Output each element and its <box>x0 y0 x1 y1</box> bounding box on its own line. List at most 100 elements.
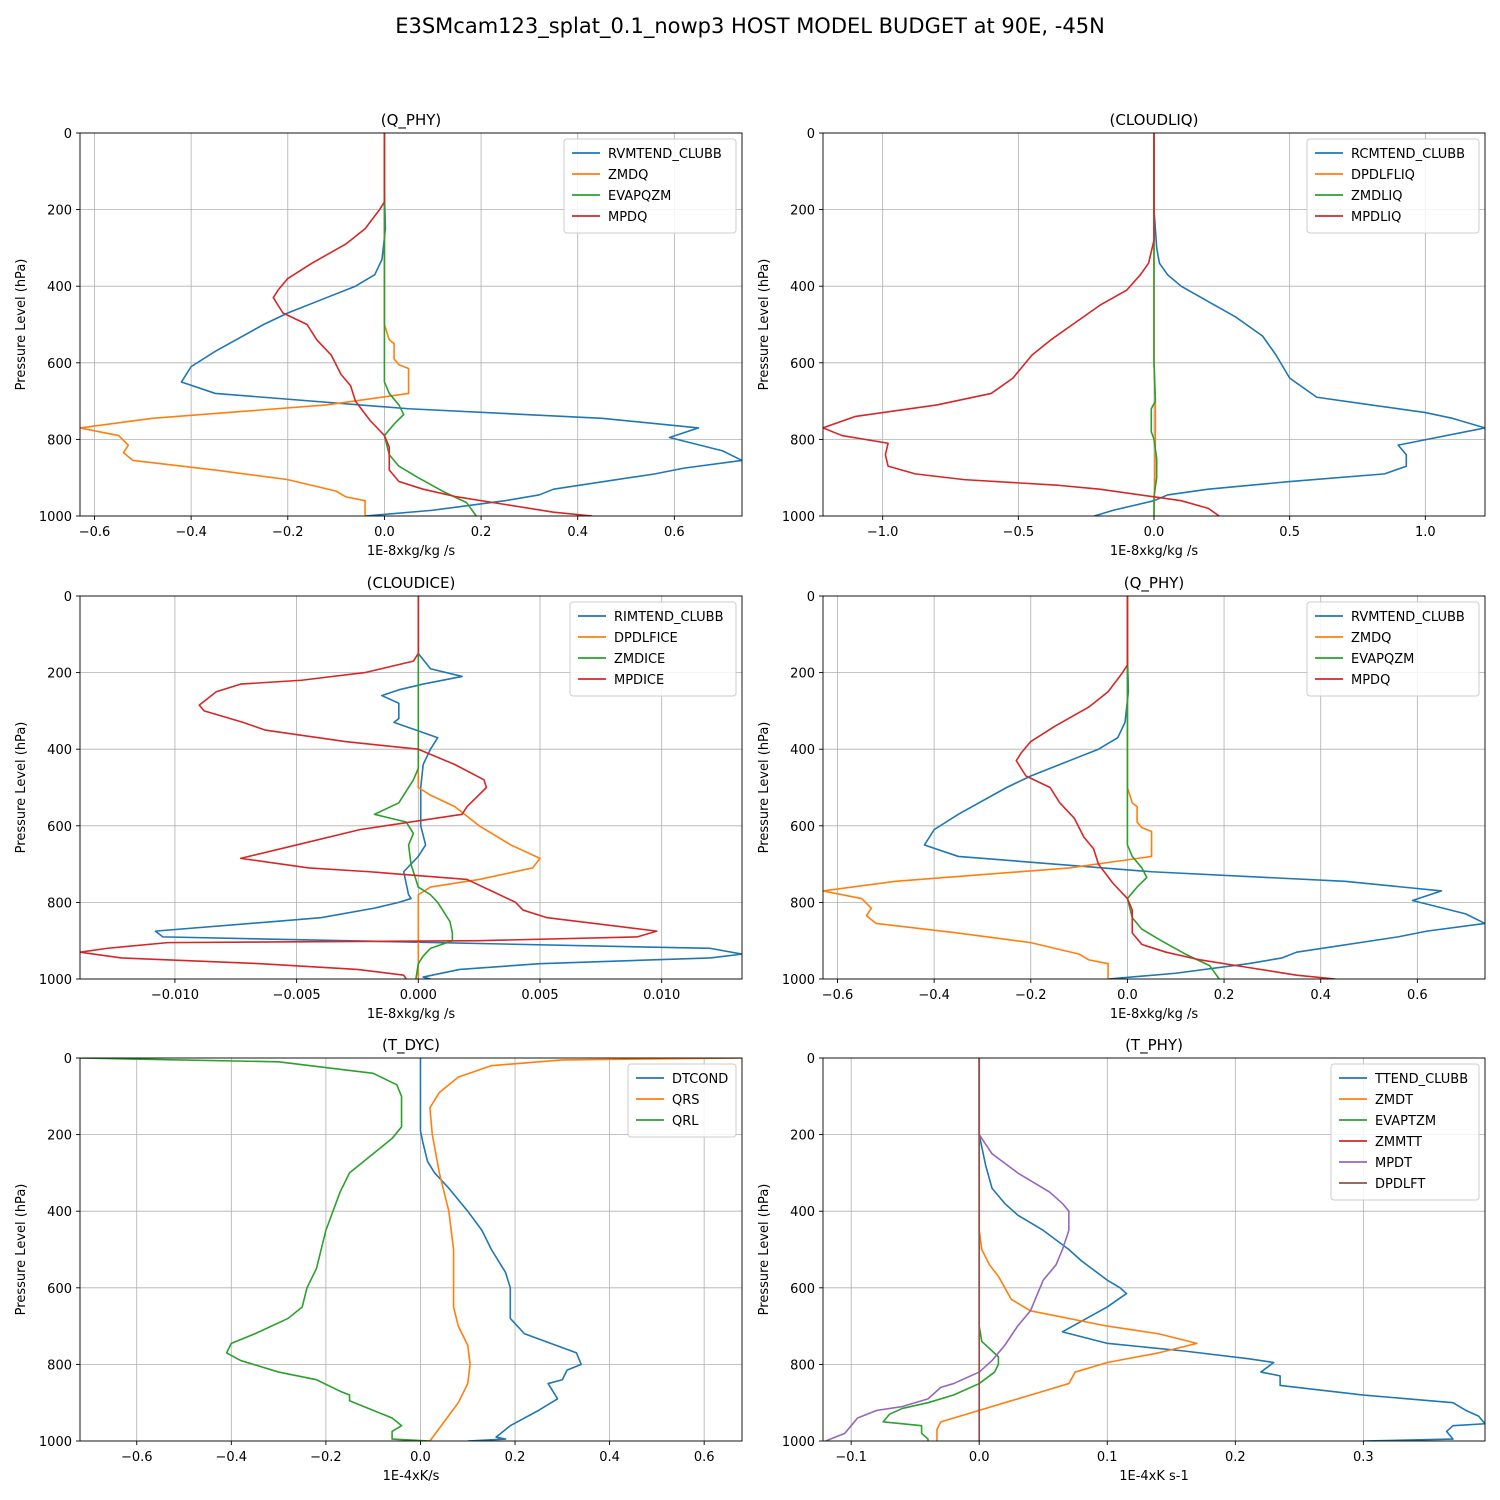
x-tick-label: 0.6 <box>664 525 685 540</box>
series-lines <box>823 133 1485 516</box>
y-tick-label: 1000 <box>39 510 72 525</box>
legend-entry: QRS <box>672 1093 700 1108</box>
axes-frame <box>79 595 743 980</box>
y-tick-label: 1000 <box>39 973 72 988</box>
x-tick-label: 0.6 <box>1407 988 1428 1003</box>
series-line-dpdlfice <box>417 596 541 979</box>
x-tick-label: 0.4 <box>567 525 588 540</box>
y-axis-label: Pressure Level (hPa) <box>757 259 772 391</box>
chart-title: (T_DYC) <box>382 1036 440 1055</box>
legend: RCMTEND_CLUBB DPDLFLIQ ZMDLIQ MPDLIQ <box>1306 138 1480 234</box>
x-tick-label: −0.005 <box>273 988 321 1003</box>
chart-panel-4: −0.6 −0.4 −0.2 0.0 0.2 0.4 0.6 0 200 400 600 800 100… <box>757 574 1486 1022</box>
series-line-zmdice <box>373 596 454 979</box>
legend: RVMTEND_CLUBB ZMDQ EVAPQZM MPDQ <box>563 138 737 234</box>
ticks: −0.1 0.0 0.1 0.2 0.3 0 200 400 600 800 1000 <box>782 1052 1374 1465</box>
series-line-mpdice <box>80 596 658 979</box>
series-line-ttend_clubb <box>978 1058 1485 1441</box>
series-line-mpdq <box>272 133 593 516</box>
legend: DTCOND QRS QRL <box>627 1063 737 1138</box>
legend-entry: EVAPTZM <box>1375 1114 1436 1129</box>
series-line-zmdt <box>936 1058 1198 1441</box>
y-tick-label: 600 <box>790 1282 815 1297</box>
x-tick-label: 0.0 <box>1144 525 1165 540</box>
x-tick-label: 0.5 <box>1279 525 1300 540</box>
x-axis-label: 1E-8xkg/kg /s <box>1110 544 1199 559</box>
legend-entry: DTCOND <box>672 1072 728 1087</box>
y-tick-label: 0 <box>64 590 72 605</box>
series-line-evapqzm <box>383 133 477 516</box>
series-line-mpdq <box>1015 596 1336 979</box>
series-line-dtcond <box>419 1058 583 1441</box>
x-tick-label: −0.5 <box>1003 525 1035 540</box>
x-tick-label: 0.4 <box>599 1450 620 1465</box>
y-tick-label: 800 <box>47 1358 72 1373</box>
y-axis-label: Pressure Level (hPa) <box>14 722 29 854</box>
series-line-rvmtend_clubb <box>923 596 1485 979</box>
legend-entry: MPDQ <box>1351 673 1390 688</box>
y-tick-label: 0 <box>807 127 815 142</box>
y-axis-label: Pressure Level (hPa) <box>757 1184 772 1316</box>
legend-entry: DPDLFLIQ <box>1351 168 1415 183</box>
y-tick-label: 200 <box>47 1129 72 1144</box>
x-axis-label: 1E-4xK s-1 <box>1119 1469 1189 1484</box>
chart-panel-3: −0.010 −0.005 0.000 0.005 0.010 0 200 400 600 800… <box>14 574 743 1022</box>
x-tick-label: −0.1 <box>835 1450 867 1465</box>
x-tick-label: −0.4 <box>175 525 207 540</box>
x-tick-label: −0.4 <box>216 1450 248 1465</box>
legend-box <box>569 601 737 697</box>
legend-box <box>1330 1063 1480 1201</box>
legend: TTEND_CLUBB ZMDT EVAPTZM ZMMTT MPDT DPDLFT <box>1330 1063 1480 1201</box>
y-tick-label: 600 <box>790 357 815 372</box>
series-line-mpdliq <box>823 133 1220 516</box>
series-line-evaptzm <box>882 1058 1000 1441</box>
legend-entry: ZMDQ <box>608 168 648 183</box>
series-lines <box>80 1058 742 1441</box>
x-tick-label: 0.0 <box>969 1450 990 1465</box>
legend-entry: ZMDICE <box>614 652 665 667</box>
y-tick-label: 200 <box>790 1129 815 1144</box>
y-tick-label: 0 <box>64 1052 72 1067</box>
y-tick-label: 400 <box>790 280 815 295</box>
figure-title: E3SMcam123_splat_0.1_nowp3 HOST MODEL BU… <box>395 14 1105 38</box>
x-tick-label: 0.010 <box>643 988 680 1003</box>
axes-frame <box>79 1057 743 1442</box>
y-tick-label: 600 <box>47 820 72 835</box>
series-line-mpdt <box>825 1058 1070 1441</box>
chart-title: (Q_PHY) <box>1124 574 1185 593</box>
x-tick-label: −0.6 <box>79 525 111 540</box>
series-lines <box>823 596 1485 979</box>
x-tick-label: 0.2 <box>1214 988 1235 1003</box>
legend-entry: RVMTEND_CLUBB <box>1351 610 1465 625</box>
grid <box>823 595 1485 980</box>
x-tick-label: −1.0 <box>867 525 899 540</box>
x-tick-label: 0.000 <box>400 988 437 1003</box>
y-tick-label: 800 <box>790 1358 815 1373</box>
chart-title: (CLOUDICE) <box>367 574 456 592</box>
y-tick-label: 1000 <box>782 1435 815 1450</box>
y-tick-label: 800 <box>790 433 815 448</box>
legend-box <box>563 138 737 234</box>
x-tick-label: 0.3 <box>1353 1450 1374 1465</box>
x-tick-label: 0.2 <box>1225 1450 1246 1465</box>
chart-title: (T_PHY) <box>1125 1036 1183 1055</box>
legend-entry: MPDQ <box>608 210 647 225</box>
axes-frame <box>822 595 1486 980</box>
series-line-evapqzm <box>1126 596 1220 979</box>
series-line-zmdliq <box>1150 133 1158 516</box>
y-tick-label: 1000 <box>39 1435 72 1450</box>
x-tick-label: 0.0 <box>374 525 395 540</box>
legend-box <box>1306 138 1480 234</box>
x-axis-label: 1E-8xkg/kg /s <box>367 544 456 559</box>
y-tick-label: 800 <box>790 896 815 911</box>
y-tick-label: 200 <box>47 667 72 682</box>
x-tick-label: −0.2 <box>272 525 304 540</box>
x-tick-label: 0.0 <box>1117 988 1138 1003</box>
legend-entry: TTEND_CLUBB <box>1374 1072 1468 1087</box>
y-tick-label: 0 <box>64 127 72 142</box>
chart-title: (Q_PHY) <box>381 111 442 130</box>
axes-frame <box>822 1057 1486 1442</box>
legend: RVMTEND_CLUBB ZMDQ EVAPQZM MPDQ <box>1306 601 1480 697</box>
series-line-zmdq <box>80 133 410 516</box>
